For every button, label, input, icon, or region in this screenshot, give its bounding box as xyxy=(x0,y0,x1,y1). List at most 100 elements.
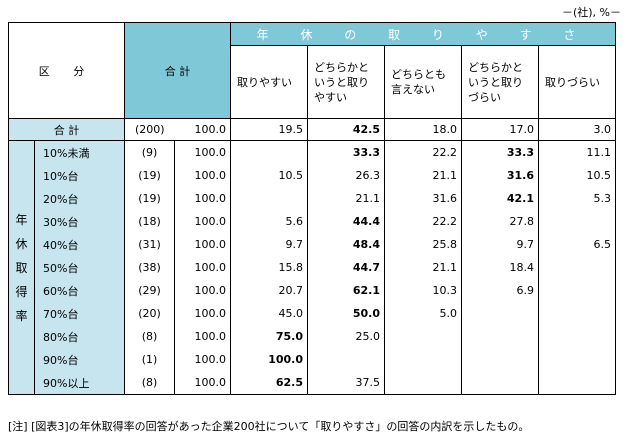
row-pct: 100.0 xyxy=(174,371,231,395)
total-cell: 18.0 xyxy=(384,118,462,141)
row-pct: 100.0 xyxy=(174,348,231,371)
row-cell: 31.6 xyxy=(461,164,539,187)
row-cell: 21.1 xyxy=(307,187,385,210)
row-cell: 33.3 xyxy=(307,140,385,164)
side-label: 年休取得率 xyxy=(8,140,35,395)
row-cell xyxy=(538,371,616,395)
side-label-char: 得 xyxy=(15,284,28,299)
col-header: 取りやすい xyxy=(230,45,308,119)
table-row: 90%以上 (8) 100.0 62.5 37.5 xyxy=(9,371,616,395)
row-cell: 42.1 xyxy=(461,187,539,210)
table-row: 年休取得率 10%未満 (9) 100.0 33.3 22.2 33.3 11.1 xyxy=(8,140,616,395)
row-cell xyxy=(384,348,462,371)
row-cell xyxy=(538,302,616,325)
row-cell: 15.8 xyxy=(230,256,308,279)
total-n: (200) xyxy=(124,118,175,141)
row-cell: 45.0 xyxy=(230,302,308,325)
row-cell xyxy=(230,187,308,210)
row-label: 50%台 xyxy=(34,256,125,279)
row-cell xyxy=(538,210,616,233)
annual-leave-table: 区 分 合 計 年 休 の 取 り や す さ 取りやすい どちらかと いうと取り… xyxy=(8,22,616,395)
row-cell: 9.7 xyxy=(230,233,308,256)
row-cell: 44.7 xyxy=(307,256,385,279)
row-cell xyxy=(384,325,462,348)
side-label-char: 取 xyxy=(15,260,28,275)
row-cell: 6.5 xyxy=(538,233,616,256)
row-cell: 10.5 xyxy=(230,164,308,187)
table-row: 30%台 (18) 100.0 5.6 44.4 22.2 27.8 xyxy=(9,210,616,233)
row-cell xyxy=(538,325,616,348)
row-cell: 62.5 xyxy=(230,371,308,395)
row-cell: 18.4 xyxy=(461,256,539,279)
row-cell xyxy=(461,348,539,371)
row-cell: 33.3 xyxy=(461,140,539,164)
row-cell: 5.6 xyxy=(230,210,308,233)
table-row: 20%台 (19) 100.0 21.1 31.6 42.1 5.3 xyxy=(9,187,616,210)
col-header: どちらかと いうと取り づらい xyxy=(461,45,539,119)
table-row: 50%台 (38) 100.0 15.8 44.7 21.1 18.4 xyxy=(9,256,616,279)
total-cell: 3.0 xyxy=(538,118,616,141)
row-n: (19) xyxy=(124,164,175,187)
side-label-char: 年 xyxy=(15,212,28,227)
row-cell: 21.1 xyxy=(384,164,462,187)
row-cell: 50.0 xyxy=(307,302,385,325)
row-label: 30%台 xyxy=(34,210,125,233)
unit-label: －(社), %－ xyxy=(561,6,621,19)
row-n: (31) xyxy=(124,233,175,256)
row-cell xyxy=(461,371,539,395)
row-cell: 48.4 xyxy=(307,233,385,256)
row-cell: 100.0 xyxy=(230,348,308,371)
row-n: (29) xyxy=(124,279,175,302)
row-label: 60%台 xyxy=(34,279,125,302)
header-kubun: 区 分 xyxy=(8,22,125,119)
row-label: 90%以上 xyxy=(34,371,125,395)
col-header: どちらとも 言えない xyxy=(384,45,462,119)
row-cell xyxy=(538,256,616,279)
side-label-char: 休 xyxy=(15,236,28,251)
row-pct: 100.0 xyxy=(174,279,231,302)
row-cell: 27.8 xyxy=(461,210,539,233)
row-cell: 10.5 xyxy=(538,164,616,187)
row-cell xyxy=(384,371,462,395)
header-goukei: 合 計 xyxy=(124,22,231,119)
row-label: 90%台 xyxy=(34,348,125,371)
row-n: (9) xyxy=(124,140,175,164)
row-cell: 5.3 xyxy=(538,187,616,210)
row-cell xyxy=(307,348,385,371)
total-cell: 17.0 xyxy=(461,118,539,141)
row-cell: 25.8 xyxy=(384,233,462,256)
row-label: 10%未満 xyxy=(34,140,125,164)
side-label-char: 率 xyxy=(15,308,28,323)
table-row: 40%台 (31) 100.0 9.7 48.4 25.8 9.7 6.5 xyxy=(9,233,616,256)
row-pct: 100.0 xyxy=(174,325,231,348)
row-pct: 100.0 xyxy=(174,187,231,210)
row-pct: 100.0 xyxy=(174,256,231,279)
row-n: (1) xyxy=(124,348,175,371)
row-n: (18) xyxy=(124,210,175,233)
total-pct: 100.0 xyxy=(174,118,231,141)
row-cell: 62.1 xyxy=(307,279,385,302)
row-cell xyxy=(538,279,616,302)
row-cell: 44.4 xyxy=(307,210,385,233)
table-row: 80%台 (8) 100.0 75.0 25.0 xyxy=(9,325,616,348)
row-cell: 22.2 xyxy=(384,140,462,164)
row-pct: 100.0 xyxy=(174,302,231,325)
row-n: (38) xyxy=(124,256,175,279)
row-cell xyxy=(538,348,616,371)
row-cell: 75.0 xyxy=(230,325,308,348)
row-cell: 5.0 xyxy=(384,302,462,325)
row-n: (8) xyxy=(124,371,175,395)
row-cell: 22.2 xyxy=(384,210,462,233)
row-cell xyxy=(461,325,539,348)
row-pct: 100.0 xyxy=(174,164,231,187)
row-n: (8) xyxy=(124,325,175,348)
row-label: 40%台 xyxy=(34,233,125,256)
row-pct: 100.0 xyxy=(174,233,231,256)
row-label: 80%台 xyxy=(34,325,125,348)
col-header: どちらかと いうと取り やすい xyxy=(307,45,385,119)
row-cell xyxy=(461,302,539,325)
row-label: 10%台 xyxy=(34,164,125,187)
row-cell: 26.3 xyxy=(307,164,385,187)
footnote: [注] [図表3]の年休取得率の回答があった企業200社について「取りやすさ」の… xyxy=(8,420,530,433)
total-cell: 19.5 xyxy=(230,118,308,141)
